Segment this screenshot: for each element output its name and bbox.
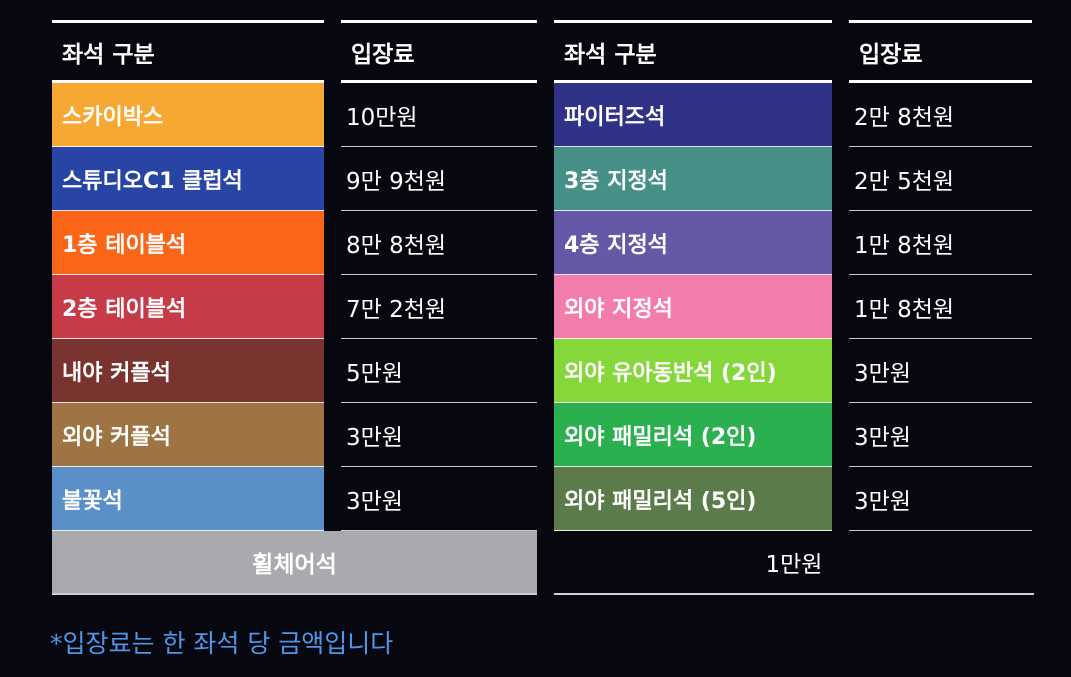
header-left-seat: 좌석 구분 (52, 20, 324, 83)
left-seat-cell: 불꽃석 (52, 467, 324, 531)
left-price-cell: 9만 9천원 (341, 147, 537, 211)
left-price-cell: 8만 8천원 (341, 211, 537, 275)
left-seat-cell: 스튜디오C1 클럽석 (52, 147, 324, 211)
right-price-cell: 3만원 (849, 467, 1032, 531)
price-grid: 좌석 구분 입장료 좌석 구분 입장료 스카이박스 10만원 파이터즈석 2만 8천원… (52, 20, 1034, 531)
right-seat-cell: 4층 지정석 (554, 211, 832, 275)
right-seat-cell: 외야 패밀리석 (5인) (554, 467, 832, 531)
header-right-seat: 좌석 구분 (554, 20, 832, 83)
header-left-price: 입장료 (341, 20, 537, 83)
left-price-cell: 10만원 (341, 83, 537, 147)
left-price-cell: 3만원 (341, 467, 537, 531)
wheelchair-seat-cell: 휠체어석 (52, 531, 537, 595)
right-price-cell: 1만 8천원 (849, 211, 1032, 275)
price-table: 좌석 구분 입장료 좌석 구분 입장료 스카이박스 10만원 파이터즈석 2만 8천원… (52, 20, 1034, 595)
wheelchair-row: 휠체어석 1만원 (52, 531, 1034, 595)
right-seat-cell: 외야 패밀리석 (2인) (554, 403, 832, 467)
left-price-cell: 3만원 (341, 403, 537, 467)
right-price-cell: 3만원 (849, 403, 1032, 467)
left-seat-cell: 1층 테이블석 (52, 211, 324, 275)
left-seat-cell: 내야 커플석 (52, 339, 324, 403)
right-price-cell: 3만원 (849, 339, 1032, 403)
right-price-cell: 1만 8천원 (849, 275, 1032, 339)
header-right-price: 입장료 (849, 20, 1032, 83)
right-seat-cell: 외야 유아동반석 (2인) (554, 339, 832, 403)
footnote: *입장료는 한 좌석 당 금액입니다 (50, 629, 394, 658)
right-price-cell: 2만 5천원 (849, 147, 1032, 211)
wheelchair-price-cell: 1만원 (554, 531, 1034, 595)
left-seat-cell: 2층 테이블석 (52, 275, 324, 339)
right-seat-cell: 외야 지정석 (554, 275, 832, 339)
left-price-cell: 5만원 (341, 339, 537, 403)
right-seat-cell: 3층 지정석 (554, 147, 832, 211)
left-seat-cell: 외야 커플석 (52, 403, 324, 467)
right-seat-cell: 파이터즈석 (554, 83, 832, 147)
left-price-cell: 7만 2천원 (341, 275, 537, 339)
left-seat-cell: 스카이박스 (52, 83, 324, 147)
right-price-cell: 2만 8천원 (849, 83, 1032, 147)
